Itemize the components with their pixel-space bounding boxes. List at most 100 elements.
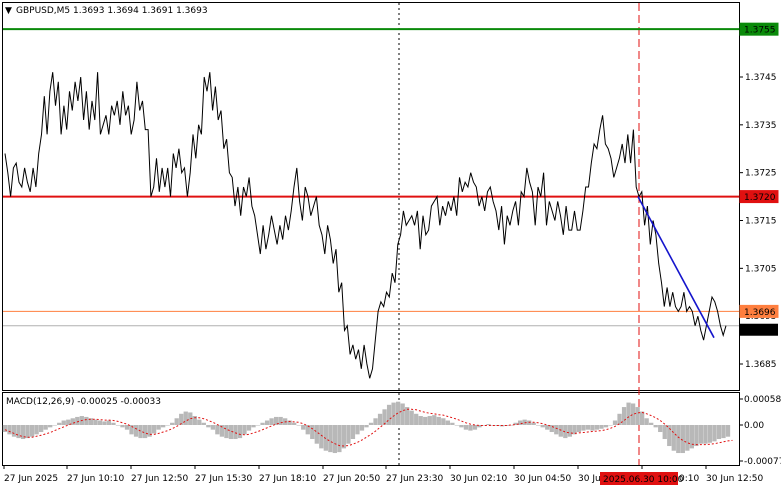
macd-hist-bar [676, 425, 681, 454]
macd-hist-bar [359, 425, 365, 431]
time-x-tick-label: 27 Jun 20:50 [323, 474, 380, 484]
time-x-tick-label: 27 Jun 10:10 [67, 474, 124, 484]
macd-hist-bar [694, 425, 699, 447]
macd-hist-bar [423, 416, 428, 425]
price-y-tick-label: 1.3735 [745, 121, 777, 131]
macd-hist-bar [7, 425, 12, 435]
macd-hist-bar [621, 407, 627, 425]
macd-hist-bar [635, 407, 640, 425]
macd-hist-bar [432, 415, 437, 425]
level-badge-current [740, 323, 778, 336]
level-badge-label: 1.3720 [744, 193, 776, 203]
trendline-group[interactable] [637, 196, 715, 339]
macd-hist-bar [603, 425, 609, 428]
macd-signal-line [4, 408, 733, 447]
macd-hist-bar [567, 425, 572, 437]
macd-hist-bar [124, 425, 130, 430]
macd-hist-bar [138, 425, 143, 439]
macd-hist-bar [612, 420, 618, 425]
price-line [4, 72, 727, 379]
macd-hist-bar [314, 425, 319, 444]
macd-hist-bar [292, 422, 297, 425]
macd-hist-bar [39, 425, 44, 433]
macd-hist-bar [305, 425, 310, 435]
time-x-tick-label: 30 Jun 12:50 [706, 474, 763, 484]
price-y-tick-label: 1.3685 [745, 360, 777, 370]
macd-hist-bar [11, 425, 17, 437]
macd-y-tick-label: 0.00 [744, 421, 764, 431]
macd-hist-bar [20, 425, 26, 440]
macd-hist-bar [233, 425, 238, 440]
macd-hist-bar [337, 425, 342, 453]
macd-hist-bar [66, 419, 71, 425]
macd-hist-bar [84, 416, 89, 425]
macd-hist-bar [545, 425, 550, 430]
macd-hist-bar [120, 425, 125, 428]
macd-hist-bar [52, 425, 57, 426]
macd-hist-bar [472, 425, 478, 430]
macd-hist-bar [174, 418, 179, 425]
macd-hist-bar [147, 425, 152, 437]
macd-hist-bar [382, 409, 387, 425]
macd-hist-bar [161, 425, 166, 428]
macd-hist-bar [364, 425, 369, 428]
macd-hist-bar [210, 425, 216, 430]
macd-hist-bar [201, 422, 206, 425]
macd-hist-bar [287, 420, 292, 425]
macd-hist-bar [427, 416, 432, 425]
macd-hist-bar [2, 425, 8, 433]
macd-hist-bar [414, 413, 419, 425]
macd-hist-bar [599, 425, 604, 429]
time-x-axis: 27 Jun 2025 27 Jun 10:10 27 Jun 12:50 27 Ju… [3, 465, 763, 485]
horizontal-levels[interactable] [3, 28, 739, 327]
macd-hist-bar [129, 425, 134, 435]
macd-hist-bar [170, 422, 175, 425]
macd-hist-bar [712, 425, 717, 442]
macd-hist-bar [481, 425, 487, 426]
macd-hist-bar [179, 413, 184, 425]
macd-hist-bar [332, 425, 338, 454]
macd-hist-bar [409, 410, 414, 425]
macd-indicator-label: MACD(12,26,9) -0.00025 -0.00033 [6, 397, 161, 407]
macd-hist-bar [278, 416, 283, 425]
macd-hist-bar [400, 403, 405, 425]
macd-hist-bar [273, 416, 279, 425]
time-x-tick-label: 27 Jun 15:30 [195, 474, 252, 484]
macd-hist-bar [269, 418, 274, 425]
time-x-tick-label: 30 Jun 02:10 [450, 474, 507, 484]
macd-hist-bar [346, 425, 351, 444]
macd-hist-bar [585, 425, 591, 430]
macd-hist-bar [581, 425, 586, 431]
macd-hist-bar [653, 425, 658, 428]
macd-hist-bar [685, 425, 690, 451]
menu-arrow-icon[interactable]: ▼ [5, 6, 12, 16]
macd-hist-bar [680, 425, 685, 454]
macd-hist-bar [572, 425, 577, 435]
macd-hist-bar [301, 425, 306, 430]
macd-hist-bar [215, 425, 220, 435]
macd-hist-bar [219, 425, 225, 437]
level-badge-red [739, 190, 779, 204]
macd-hist-bar [477, 425, 482, 428]
macd-hist-bar [716, 425, 722, 440]
macd-y-tick-label: -0.00077 [744, 457, 781, 467]
macd-hist-bar [626, 402, 631, 425]
macd-hist-bar [707, 425, 713, 443]
trendline[interactable] [637, 196, 715, 339]
macd-hist-bar [165, 425, 170, 426]
macd-hist-bar [639, 411, 645, 425]
macd-hist-bar [29, 425, 35, 437]
time-x-tick-label: 27 Jun 12:50 [131, 474, 188, 484]
macd-hist-bar [197, 419, 202, 425]
macd-hist-bar [224, 425, 229, 439]
macd-hist-bar [183, 411, 188, 425]
macd-hist-bar [617, 413, 622, 425]
macd-hist-bar [355, 425, 360, 435]
macd-hist-bar [554, 425, 559, 435]
macd-hist-bar [57, 422, 62, 425]
price-y-tick-label: 1.3705 [745, 264, 777, 274]
macd-hist-bar [644, 418, 649, 425]
macd-hist-bar [594, 425, 600, 430]
